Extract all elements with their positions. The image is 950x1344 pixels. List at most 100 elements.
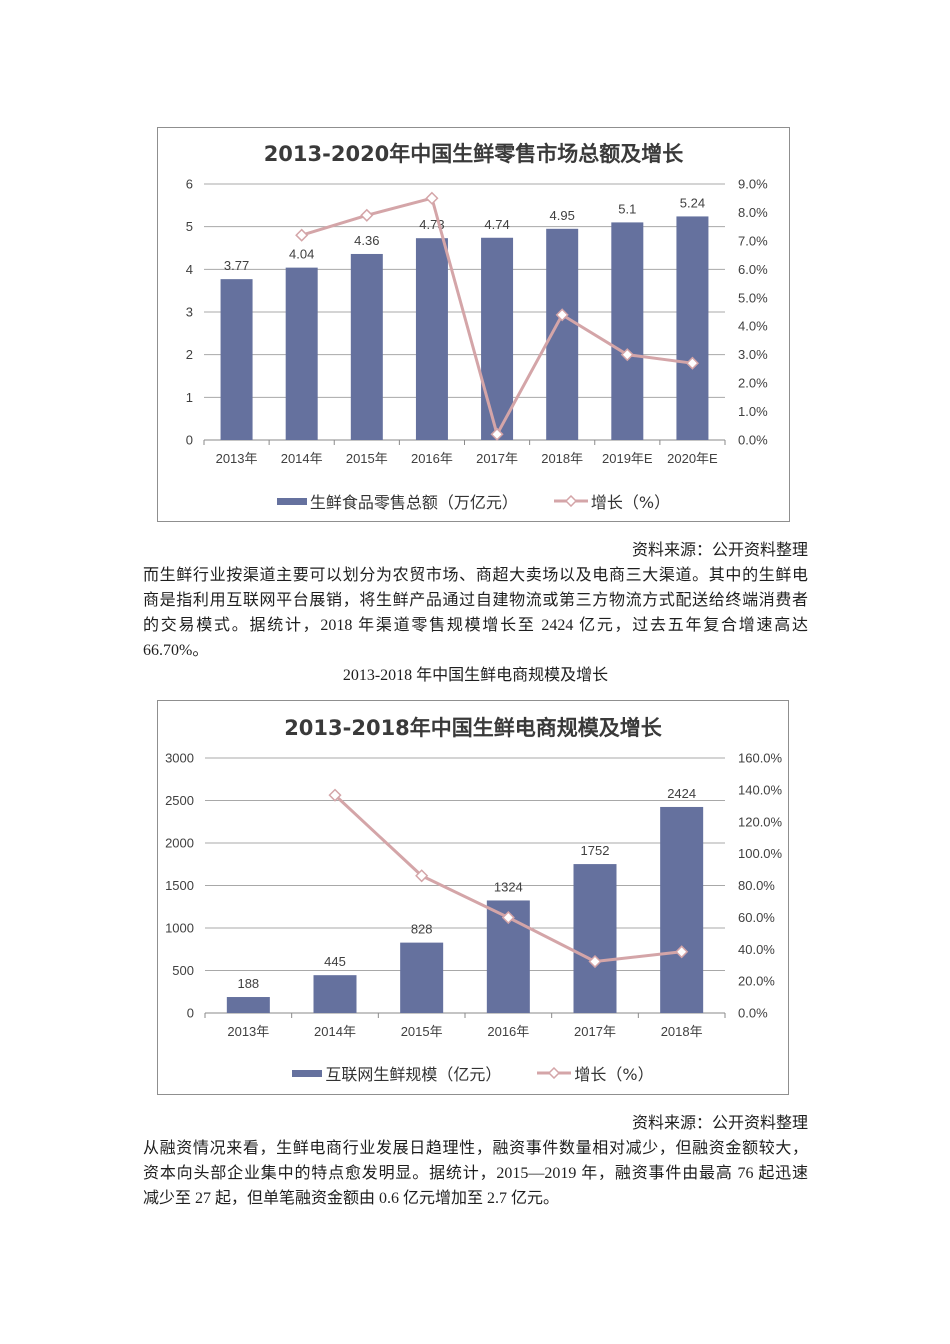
bar: [415, 238, 448, 440]
diamond-marker-icon: [415, 869, 429, 883]
paragraph: 从融资情况来看，生鲜电商行业发展日趋理性，融资事件数量相对减少，但融资金额较大，…: [143, 1136, 808, 1211]
paragraph-line: 商是指利用互联网平台展销，将生鲜产品通过自建物流或第三方物流方式配送给终端消费者: [143, 592, 808, 609]
chart-retail-market: 2013-2020年中国生鲜零售市场总额及增长 0 1 2 3 4 5 6 0.0% 1.0% 2…: [157, 127, 790, 522]
y-axis-label: 4: [186, 262, 193, 277]
bar-swatch-icon: [292, 1069, 323, 1077]
y-axis-label: 500: [172, 963, 194, 978]
bar: [226, 997, 270, 1013]
x-axis-label: 2017年: [574, 1024, 616, 1039]
paragraph-line: 资本向头部企业集中的特点愈发明显。据统计，2015—2019 年，融资事件由最高…: [143, 1165, 808, 1182]
chart-title: 2013-2020年中国生鲜零售市场总额及增长: [263, 142, 684, 166]
diamond-marker-icon: [328, 788, 342, 802]
legend-label: 生鲜食品零售总额（万亿元）: [309, 493, 518, 512]
x-axis-label: 2014年: [314, 1024, 356, 1039]
legend-item-bar: 互联网生鲜规模（亿元）: [292, 1061, 501, 1085]
x-axis-label: 2014年: [281, 451, 323, 466]
y-axis-label: 2: [186, 347, 193, 362]
source-note: 资料来源：公开资料整理: [631, 542, 808, 559]
chart-ecommerce-scale: 2013-2018年中国生鲜电商规模及增长 0 500 1000 1500 2000 25…: [157, 700, 789, 1095]
bar-value-label: 188: [237, 976, 259, 991]
bar-value-label: 4.36: [354, 233, 379, 248]
legend-label: 增长（%）: [590, 493, 671, 512]
y2-axis-label: 80.0%: [738, 878, 775, 893]
legend-item-bar: 生鲜食品零售总额（万亿元）: [276, 489, 518, 513]
diamond-marker-icon: [620, 348, 634, 362]
bar: [285, 267, 318, 440]
x-axis-label: 2015年: [401, 1024, 443, 1039]
x-axis-label: 2016年: [487, 1024, 529, 1039]
y2-axis-label: 2.0%: [738, 376, 768, 391]
y2-axis-label: 0.0%: [738, 433, 768, 448]
y2-axis-label: 0.0%: [738, 1006, 768, 1021]
chart-plot: 0 1 2 3 4 5 6 0.0% 1.0% 2.0% 3.0% 4.0% 5.0% 6.0% 7.0% 8…: [186, 177, 768, 467]
line-diamond-swatch-icon: [537, 1067, 572, 1079]
bar-value-label: 1752: [581, 843, 610, 858]
diamond-marker-icon: [555, 308, 569, 322]
x-axis-label: 2016年: [411, 451, 453, 466]
x-axis-label: 2018年: [541, 451, 583, 466]
chart-legend: 互联网生鲜规模（亿元） 增长（%）: [158, 1061, 788, 1085]
diamond-marker-icon: [685, 356, 699, 370]
x-axis-label: 2013年: [216, 451, 258, 466]
y2-axis-label: 6.0%: [738, 262, 768, 277]
y2-axis-label: 7.0%: [738, 233, 768, 248]
y2-axis-label: 20.0%: [738, 974, 775, 989]
legend-item-line: 增长（%）: [537, 1061, 654, 1085]
bar: [676, 216, 709, 440]
y2-axis-label: 120.0%: [738, 814, 783, 829]
x-axis-label: 2013年: [227, 1024, 269, 1039]
bar-value-label: 4.74: [484, 217, 509, 232]
bar: [400, 942, 444, 1013]
x-axis-label: 2018年: [661, 1024, 703, 1039]
x-axis-label: 2019年E: [602, 451, 653, 466]
y-axis-label: 3: [186, 305, 193, 320]
diamond-marker-icon: [675, 945, 689, 959]
bar-value-label: 445: [324, 954, 346, 969]
y2-axis-label: 9.0%: [738, 177, 768, 192]
legend-item-line: 增长（%）: [553, 489, 671, 513]
y2-axis-label: 8.0%: [738, 205, 768, 220]
bar-value-label: 5.24: [680, 195, 705, 210]
y2-axis-label: 4.0%: [738, 319, 768, 334]
y-axis-label: 2500: [165, 793, 194, 808]
diamond-marker-icon: [360, 208, 374, 222]
chart-plot: 0 500 1000 1500 2000 2500 3000 0.0% 20.0% 40.0% 60…: [165, 751, 783, 1040]
bar: [313, 975, 357, 1013]
paragraph-line: 从融资情况来看，生鲜电商行业发展日趋理性，融资事件数量相对减少，但融资金额较大，: [143, 1140, 808, 1157]
x-axis-label: 2017年: [476, 451, 518, 466]
chart-title: 2013-2018年中国生鲜电商规模及增长: [284, 716, 662, 740]
y2-axis-label: 40.0%: [738, 942, 775, 957]
paragraph-line: 而生鲜行业按渠道主要可以划分为农贸市场、商超大卖场以及电商三大渠道。其中的生鲜电: [143, 567, 808, 584]
x-axis-label: 2020年E: [667, 451, 718, 466]
bar-value-label: 2424: [667, 786, 696, 801]
y-axis-label: 1500: [165, 878, 194, 893]
y2-axis-label: 3.0%: [738, 347, 768, 362]
bar-value-label: 3.77: [224, 258, 249, 273]
diamond-marker-icon: [501, 910, 515, 925]
line-diamond-swatch-icon: [553, 495, 588, 507]
chart-legend: 生鲜食品零售总额（万亿元） 增长（%）: [158, 489, 789, 513]
legend-label: 增长（%）: [574, 1065, 654, 1084]
bar-value-label: 1324: [494, 879, 523, 894]
y-axis-label: 0: [186, 433, 193, 448]
y-axis-label: 0: [187, 1006, 194, 1021]
legend-label: 互联网生鲜规模（亿元）: [325, 1065, 502, 1084]
bar: [611, 222, 644, 440]
y-axis-label: 1: [186, 390, 193, 405]
bar-value-label: 4.95: [550, 208, 575, 223]
paragraph-line: 减少至 27 起，但单笔融资金额由 0.6 亿元增加至 2.7 亿元。: [143, 1190, 560, 1207]
bar-value-label: 4.04: [289, 247, 314, 262]
paragraph: 而生鲜行业按渠道主要可以划分为农贸市场、商超大卖场以及电商三大渠道。其中的生鲜电…: [143, 563, 808, 663]
diamond-marker-icon: [425, 191, 439, 205]
y2-axis-label: 60.0%: [738, 910, 775, 925]
bar: [481, 237, 514, 440]
paragraph-line: 的交易模式。据统计，2018 年渠道零售规模增长至 2424 亿元，过去五年复合…: [143, 617, 808, 634]
y-axis-label: 2000: [165, 836, 194, 851]
diamond-marker-icon: [588, 954, 602, 969]
y-axis-label: 6: [186, 177, 193, 192]
y2-axis-label: 5.0%: [738, 290, 768, 305]
paragraph-line: 66.70%。: [143, 642, 209, 659]
bar-swatch-icon: [276, 497, 307, 505]
bar-value-label: 5.1: [618, 201, 636, 216]
y-axis-label: 1000: [165, 921, 194, 936]
